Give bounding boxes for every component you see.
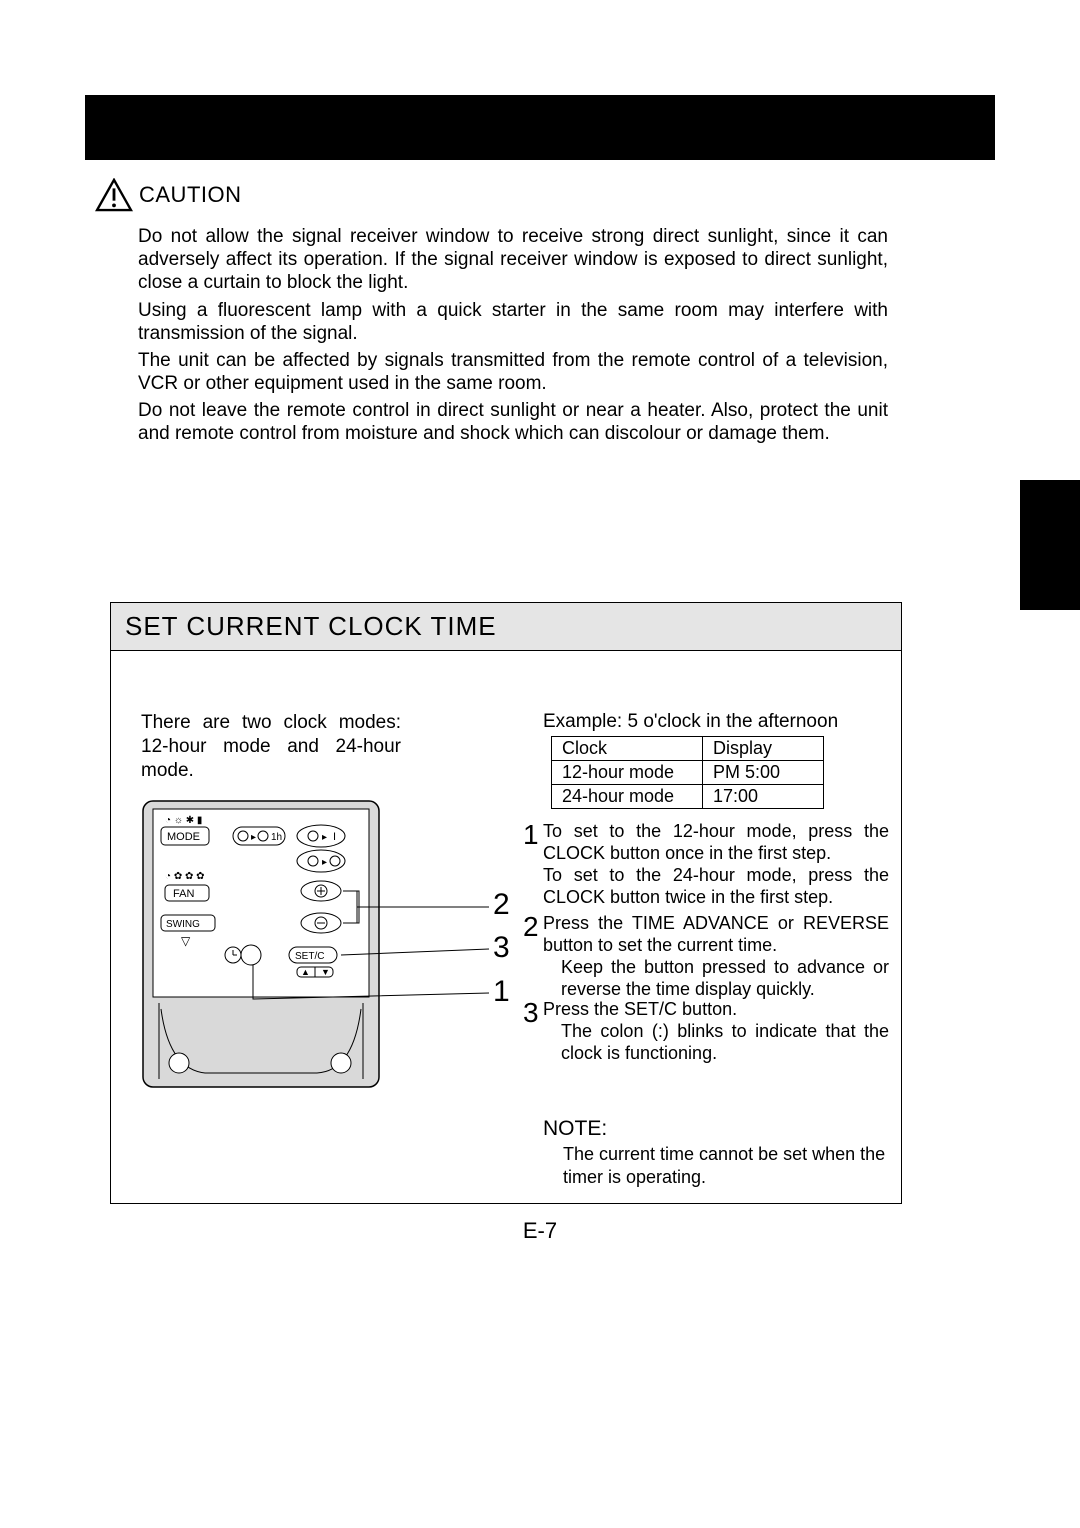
example-label: Example: 5 o'clock in the afternoon bbox=[543, 711, 838, 733]
caution-label: CAUTION bbox=[139, 182, 242, 208]
table-cell: PM 5:00 bbox=[703, 761, 824, 785]
callout-1: 1 bbox=[493, 975, 510, 1009]
warning-triangle-icon bbox=[95, 178, 133, 212]
note-text: The current time cannot be set when the … bbox=[563, 1143, 893, 1188]
svg-text:▼: ▼ bbox=[321, 967, 330, 977]
onehr-label: 1h bbox=[271, 832, 282, 843]
set-clock-section: SET CURRENT CLOCK TIME There are two clo… bbox=[110, 602, 902, 1204]
svg-text:▽: ▽ bbox=[181, 934, 191, 948]
table-header-clock: Clock bbox=[552, 737, 703, 761]
step-3: 3 Press the SET/C button. The colon (:) … bbox=[543, 999, 889, 1065]
caution-paragraph-4: Do not leave the remote control in direc… bbox=[138, 400, 888, 446]
example-table: Clock Display 12-hour mode PM 5:00 24-ho… bbox=[551, 736, 824, 809]
table-cell: 12-hour mode bbox=[552, 761, 703, 785]
setc-button-label: SET/C bbox=[295, 951, 324, 962]
caution-paragraph-3: The unit can be affected by signals tran… bbox=[138, 350, 888, 396]
table-cell: 17:00 bbox=[703, 785, 824, 809]
step-1-number: 1 bbox=[523, 818, 539, 852]
caution-paragraph-2: Using a fluorescent lamp with a quick st… bbox=[138, 300, 888, 346]
svg-text:▸: ▸ bbox=[251, 832, 256, 843]
caution-paragraph-1: Do not allow the signal receiver window … bbox=[138, 226, 888, 294]
swing-button-label: SWING bbox=[166, 919, 200, 930]
step-3-text-a: Press the SET/C button. bbox=[543, 999, 889, 1021]
header-black-bar bbox=[85, 95, 995, 160]
fan-button-label: FAN bbox=[173, 888, 194, 900]
svg-text:▲: ▲ bbox=[301, 967, 310, 977]
mode-button-label: MODE bbox=[167, 831, 200, 843]
step-1-text-b: To set to the 24-hour mode, press the CL… bbox=[543, 865, 889, 909]
step-1: 1 To set to the 12-hour mode, press the … bbox=[543, 821, 889, 909]
set-clock-title: SET CURRENT CLOCK TIME bbox=[111, 603, 901, 651]
table-header-display: Display bbox=[703, 737, 824, 761]
step-3-number: 3 bbox=[523, 996, 539, 1030]
page-number: E-7 bbox=[0, 1218, 1080, 1244]
step-3-text-b: The colon (:) blinks to indicate that th… bbox=[543, 1021, 889, 1065]
step-2-text-b: Keep the button pressed to advance or re… bbox=[543, 957, 889, 1001]
callout-3: 3 bbox=[493, 931, 510, 965]
step-2-number: 2 bbox=[523, 910, 539, 944]
step-2-text-a: Press the TIME ADVANCE or REVERSE button… bbox=[543, 913, 889, 957]
step-2: 2 Press the TIME ADVANCE or REVERSE butt… bbox=[543, 913, 889, 1001]
side-index-tab bbox=[1020, 480, 1080, 610]
svg-text:◔ ☼ ✱ ▮: ◔ ☼ ✱ ▮ bbox=[165, 815, 202, 826]
table-cell: 24-hour mode bbox=[552, 785, 703, 809]
svg-text:▸: ▸ bbox=[322, 857, 327, 868]
svg-text:▸: ▸ bbox=[322, 832, 327, 843]
step-1-text-a: To set to the 12-hour mode, press the CL… bbox=[543, 821, 889, 865]
i-label: I bbox=[333, 831, 336, 843]
remote-control-illustration: ◔ ☼ ✱ ▮ MODE ▸ 1h ▸ I bbox=[141, 799, 381, 1089]
note-heading: NOTE: bbox=[543, 1117, 607, 1141]
set-clock-body: There are two clock modes: 12-hour mode … bbox=[111, 651, 901, 1221]
page: CAUTION Do not allow the signal receiver… bbox=[0, 0, 1080, 1528]
modes-text: There are two clock modes: 12-hour mode … bbox=[141, 711, 401, 782]
callout-2: 2 bbox=[493, 888, 510, 922]
svg-text:◔ ✿ ✿ ✿: ◔ ✿ ✿ ✿ bbox=[165, 871, 205, 882]
caution-row: CAUTION bbox=[95, 178, 242, 212]
